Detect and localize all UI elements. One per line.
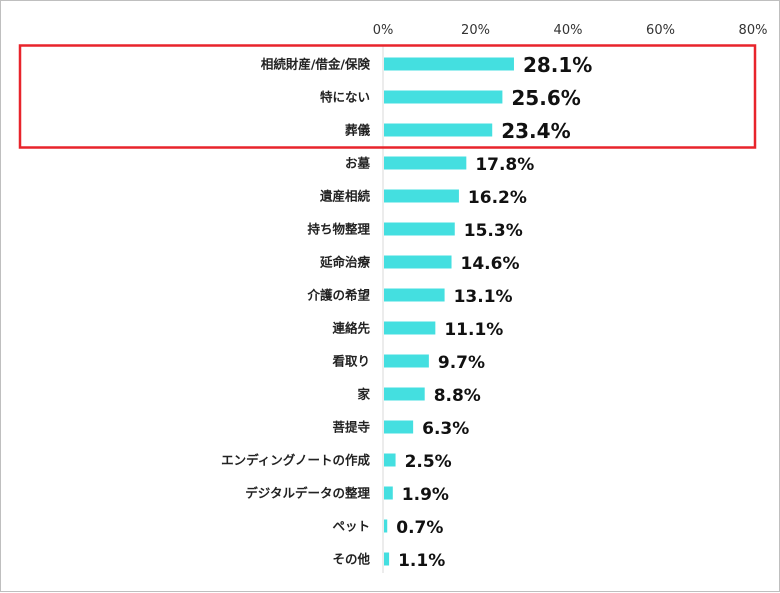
value-label: 8.8% xyxy=(434,386,481,406)
bar xyxy=(384,321,436,335)
x-tick-label: 80% xyxy=(739,23,768,38)
value-label: 9.7% xyxy=(438,353,485,373)
bar xyxy=(384,519,388,533)
value-label: 6.3% xyxy=(422,419,469,439)
category-label: 持ち物整理 xyxy=(307,222,370,237)
category-label: 介護の希望 xyxy=(306,288,370,303)
bar xyxy=(384,354,429,368)
highlight-box xyxy=(18,44,757,149)
bar xyxy=(384,156,467,170)
category-label: 遺産相続 xyxy=(319,189,371,204)
category-label: 特にない xyxy=(320,90,370,105)
value-label: 25.6% xyxy=(511,86,580,110)
category-label: エンディングノートの作成 xyxy=(221,453,370,468)
category-label: 看取り xyxy=(332,354,370,369)
value-label: 2.5% xyxy=(405,452,452,472)
x-tick-label: 40% xyxy=(554,23,583,38)
value-label: 15.3% xyxy=(464,221,523,241)
value-label: 23.4% xyxy=(501,119,570,143)
value-label: 14.6% xyxy=(461,254,520,274)
bar xyxy=(384,189,459,203)
bar xyxy=(384,123,493,137)
category-label: 連絡先 xyxy=(332,321,370,336)
value-label: 13.1% xyxy=(454,287,513,307)
bar xyxy=(384,387,425,401)
bar xyxy=(384,486,393,500)
value-label: 28.1% xyxy=(523,53,592,77)
category-label: 相続財産/借金/保険 xyxy=(261,57,371,72)
value-label: 1.9% xyxy=(402,485,449,505)
value-label: 11.1% xyxy=(444,320,503,340)
category-label: デジタルデータの整理 xyxy=(245,486,370,501)
x-tick-label: 20% xyxy=(461,23,490,38)
x-tick-label: 60% xyxy=(646,23,675,38)
category-label: その他 xyxy=(332,552,370,567)
bar xyxy=(384,57,514,71)
value-label: 1.1% xyxy=(398,551,445,571)
category-label: 延命治療 xyxy=(319,255,371,270)
category-label: 菩提寺 xyxy=(332,420,370,435)
bar xyxy=(384,90,503,104)
category-label: 葬儀 xyxy=(345,123,371,138)
category-label: ペット xyxy=(332,519,370,534)
bar xyxy=(384,420,414,434)
category-label: 家 xyxy=(357,387,370,402)
value-label: 16.2% xyxy=(468,188,527,208)
bar xyxy=(384,222,455,236)
bar xyxy=(384,552,390,566)
bar xyxy=(384,255,452,269)
bars-group xyxy=(384,57,514,566)
value-labels: 28.1% 25.6% 23.4% 17.8% 16.2% 15.3% 14.6% 13.1%… xyxy=(396,53,592,571)
x-tick-label: 0% xyxy=(373,23,394,38)
category-label: お墓 xyxy=(345,156,371,171)
category-labels: 相続財産/借金/保険特にない葬儀お墓遺産相続持ち物整理延命治療介護の希望連絡先看… xyxy=(221,57,370,567)
value-label: 0.7% xyxy=(396,518,443,538)
x-axis-ticks: 0% 20% 40% 60% 80% xyxy=(373,23,768,38)
value-label: 17.8% xyxy=(475,155,534,175)
bar xyxy=(384,288,445,302)
bar xyxy=(384,453,396,467)
